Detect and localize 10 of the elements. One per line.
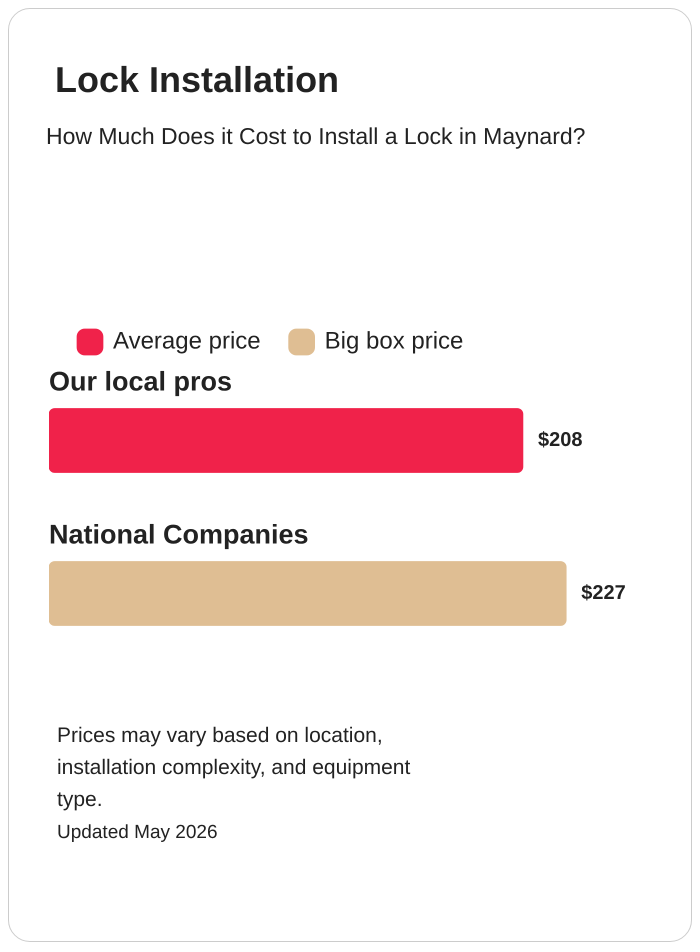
- y-tick-label: Our local pros: [49, 366, 232, 396]
- legend-label: Average price: [113, 328, 261, 355]
- text: Updated May 2026: [57, 821, 219, 845]
- y-tick-label: National Companies: [49, 519, 309, 550]
- chart-title: Lock Installation: [55, 59, 340, 101]
- text: Prices may vary based on location, installation complexity, and equipment type.: [57, 723, 412, 813]
- data-label: $227: [581, 582, 626, 604]
- chart-subtitle: How Much Does it Cost to Install a Lock in Maynard?: [46, 123, 586, 150]
- legend-label: Big box price: [324, 328, 464, 355]
- data-label: $208: [538, 429, 582, 452]
